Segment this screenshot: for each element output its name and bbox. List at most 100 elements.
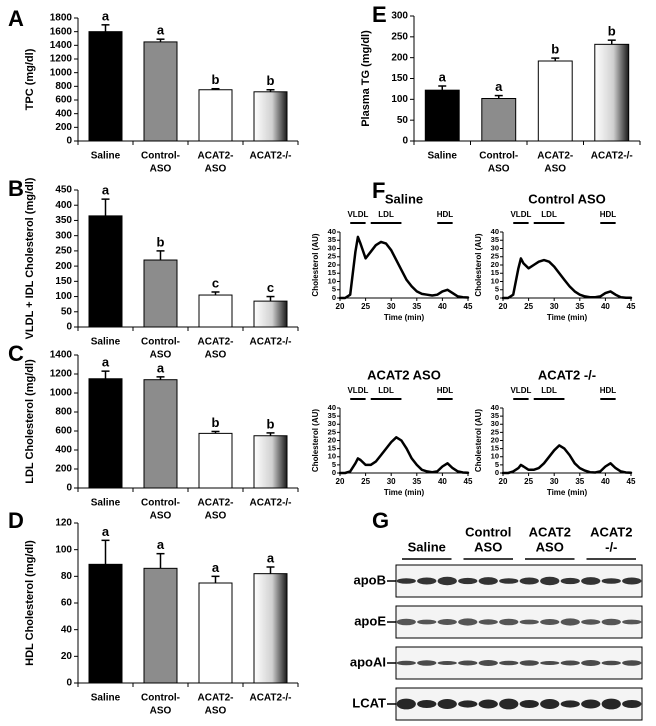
blot-band [519,619,539,625]
blot-band [581,619,601,625]
chart-title: ACAT2 -/- [538,367,596,382]
y-tick-label: 400 [55,108,72,119]
bar [198,294,233,328]
y-tick-label: 25 [491,252,499,261]
y-tick-label: 10 [328,276,336,285]
chart-title: Control ASO [528,191,606,206]
significance-letter: b [157,234,165,249]
x-tick-label: 25 [361,477,370,486]
y-tick-label: 150 [391,73,408,84]
blot-band [478,619,498,625]
y-tick-label: 40 [491,227,499,236]
x-tick-label: Saline [91,498,121,509]
y-tick-label: 100 [55,291,72,302]
x-tick-label: 40 [601,302,610,311]
significance-letter: a [102,183,110,198]
y-tick-label: 1200 [50,54,73,65]
region-label: LDL [378,210,394,219]
y-tick-label: 10 [491,276,499,285]
group-label: ASO [474,539,502,554]
chart-title: ACAT2 ASO [367,367,441,382]
blot-band [499,660,519,666]
x-tick-label: 45 [464,477,473,486]
x-axis-label: Time (min) [547,313,588,322]
panel-label: D [8,508,24,533]
bar [253,300,288,328]
x-tick-label: ACAT2-/- [249,337,291,348]
blot-band [478,699,498,709]
y-tick-label: 600 [55,95,72,106]
y-tick-label: 20 [61,651,73,662]
profile-line [338,235,470,300]
y-tick-label: 1800 [50,13,73,24]
blot-band [560,660,580,666]
bar [143,567,178,684]
x-tick-label: 20 [499,302,508,311]
y-tick-label: 25 [328,252,336,261]
bar [481,98,517,142]
y-tick-label: 10 [328,452,336,461]
x-tick-label: ASO [150,511,172,522]
group-label: Control [465,524,511,539]
group-label: -/- [605,539,617,554]
blot-band [499,578,519,584]
profile-line [501,257,633,300]
region-label: VLDL [347,386,368,395]
y-tick-label: 5 [495,460,499,469]
y-tick-label: 0 [66,678,72,689]
y-tick-label: 35 [328,235,336,244]
x-tick-label: 20 [336,302,345,311]
y-tick-label: 300 [391,11,408,22]
y-tick-label: 35 [328,411,336,420]
blot-band [622,699,642,709]
significance-letter: a [439,69,447,84]
y-tick-label: 60 [61,598,73,609]
bar [594,43,630,142]
y-tick-label: 400 [55,200,72,211]
significance-letter: a [102,524,110,539]
row-label: apoE [354,613,386,628]
x-tick-label: ACAT2- [198,151,234,162]
y-tick-label: 450 [55,185,72,196]
region-label: VLDL [510,210,531,219]
blot-band [622,660,642,666]
significance-letter: a [157,537,165,552]
blot-band [540,661,560,665]
x-tick-label: ACAT2- [537,151,573,162]
y-tick-label: 600 [55,426,72,437]
region-label: HDL [600,210,617,219]
row-label: LCAT [352,695,386,710]
region-label: VLDL [510,386,531,395]
y-tick-label: 150 [55,276,72,287]
blot-band [540,576,560,586]
significance-letter: b [212,415,220,430]
blot-band [560,700,580,708]
blot-band [396,618,416,626]
x-tick-label: 25 [524,477,533,486]
x-tick-label: 20 [336,477,345,486]
bar [537,60,573,142]
x-tick-label: 30 [550,302,559,311]
significance-letter: b [267,416,275,431]
blot-frame [395,687,643,721]
y-tick-label: 40 [61,624,73,635]
blot-band [417,619,437,625]
y-tick-label: 1000 [50,67,73,78]
significance-letter: b [608,24,616,39]
x-axis-label: Time (min) [547,488,588,497]
blot-band [601,660,621,666]
y-tick-label: 15 [328,444,336,453]
blot-band [560,577,580,585]
blot-band [437,576,457,586]
y-tick-label: 5 [332,460,336,469]
x-tick-label: 40 [601,477,610,486]
blot-band [499,698,519,710]
blot-frame [395,564,643,598]
y-tick-label: 0 [332,293,336,302]
bar [88,215,123,328]
blot-band [560,618,580,626]
blot-band [437,619,457,625]
region-label: LDL [541,386,557,395]
y-tick-label: 20 [328,260,336,269]
bar [198,582,233,684]
